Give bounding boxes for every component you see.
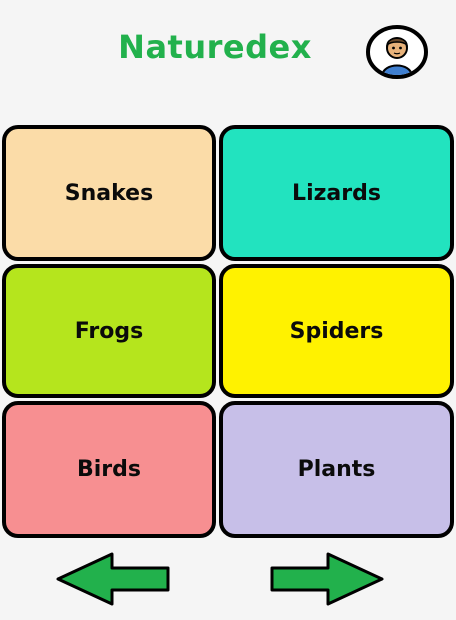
tile-label: Plants — [297, 457, 376, 482]
arrow-left-icon — [56, 552, 170, 606]
profile-button[interactable] — [365, 24, 429, 80]
tile-label: Lizards — [292, 180, 381, 206]
tile-label: Birds — [76, 457, 141, 482]
arrow-right-icon — [270, 552, 384, 606]
tile-label: Snakes — [64, 180, 154, 206]
tile-birds[interactable]: Birds — [2, 401, 216, 538]
tile-lizards[interactable]: Lizards — [219, 125, 454, 261]
previous-button[interactable] — [52, 550, 172, 608]
header: Naturedex — [0, 0, 456, 110]
tile-snakes[interactable]: Snakes — [2, 125, 216, 261]
tile-spiders[interactable]: Spiders — [219, 264, 454, 398]
tile-label: Frogs — [74, 318, 144, 344]
category-grid: Snakes Lizards Frogs Spiders Birds Plant… — [2, 125, 454, 539]
tile-label: Spiders — [289, 318, 384, 344]
next-button[interactable] — [268, 550, 388, 608]
tile-plants[interactable]: Plants — [219, 401, 454, 538]
page-title: Naturedex — [118, 28, 312, 66]
user-avatar-icon — [366, 25, 428, 79]
tile-frogs[interactable]: Frogs — [2, 264, 216, 398]
